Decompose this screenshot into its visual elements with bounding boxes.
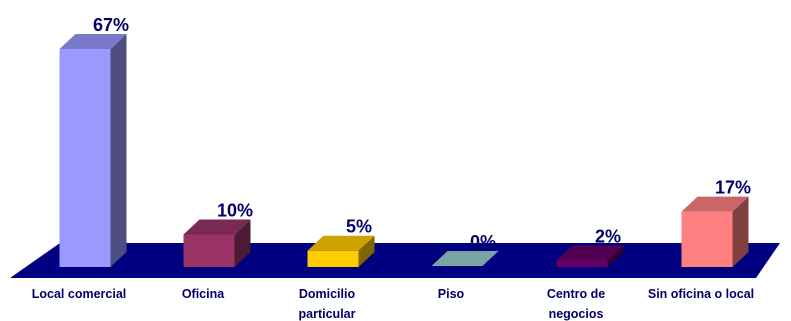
bar-side-local-comercial bbox=[110, 34, 127, 267]
bar-top-centro-de-negocios bbox=[556, 245, 624, 261]
category-label-centro-de-negocios-line-1: Centro de bbox=[547, 287, 605, 301]
bar-local-comercial bbox=[59, 34, 127, 267]
bar-top-oficina bbox=[183, 219, 251, 235]
category-label-centro-de-negocios-line-2: negocios bbox=[549, 307, 604, 321]
bar-oficina bbox=[183, 219, 251, 267]
bar-top-piso bbox=[431, 251, 499, 266]
value-label-oficina: 10% bbox=[217, 200, 253, 220]
bar-side-domicilio-particular bbox=[358, 235, 375, 267]
bar-piso bbox=[431, 251, 499, 266]
category-label-piso: Piso bbox=[438, 287, 465, 301]
bar-top-sin-oficina-o-local bbox=[681, 196, 749, 212]
value-label-local-comercial: 67% bbox=[93, 15, 129, 35]
category-label-oficina: Oficina bbox=[182, 287, 225, 301]
bar-front-sin-oficina-o-local bbox=[681, 211, 733, 267]
bar-top-local-comercial bbox=[59, 34, 127, 49]
value-label-domicilio-particular: 5% bbox=[346, 217, 372, 237]
value-label-piso: 0% bbox=[470, 232, 496, 252]
bar-front-centro-de-negocios bbox=[556, 260, 608, 267]
bar-front-local-comercial bbox=[59, 49, 111, 267]
category-label-local-comercial: Local comercial bbox=[32, 287, 127, 301]
bar-top-domicilio-particular bbox=[307, 235, 375, 251]
value-label-centro-de-negocios: 2% bbox=[595, 226, 621, 246]
bars-group bbox=[59, 34, 749, 267]
category-label-sin-oficina-o-local: Sin oficina o local bbox=[648, 287, 754, 301]
category-label-domicilio-particular-line-1: Domicilio bbox=[299, 287, 356, 301]
category-label-domicilio-particular-line-2: particular bbox=[299, 307, 356, 321]
bar-side-oficina bbox=[234, 219, 251, 267]
bar-side-centro-de-negocios bbox=[607, 245, 624, 267]
bar-side-sin-oficina-o-local bbox=[732, 196, 749, 267]
bar-sin-oficina-o-local bbox=[681, 196, 749, 267]
value-label-sin-oficina-o-local: 17% bbox=[715, 178, 751, 198]
bar-front-domicilio-particular bbox=[307, 250, 359, 267]
bar-centro-de-negocios bbox=[556, 245, 624, 267]
bar-domicilio-particular bbox=[307, 235, 375, 267]
value-labels-group: 67% 10% 5% 0% 2% 17% bbox=[93, 15, 751, 252]
category-labels-group: Local comercial Oficina Domicilio particula… bbox=[32, 287, 754, 321]
bar-front-oficina bbox=[183, 234, 235, 267]
